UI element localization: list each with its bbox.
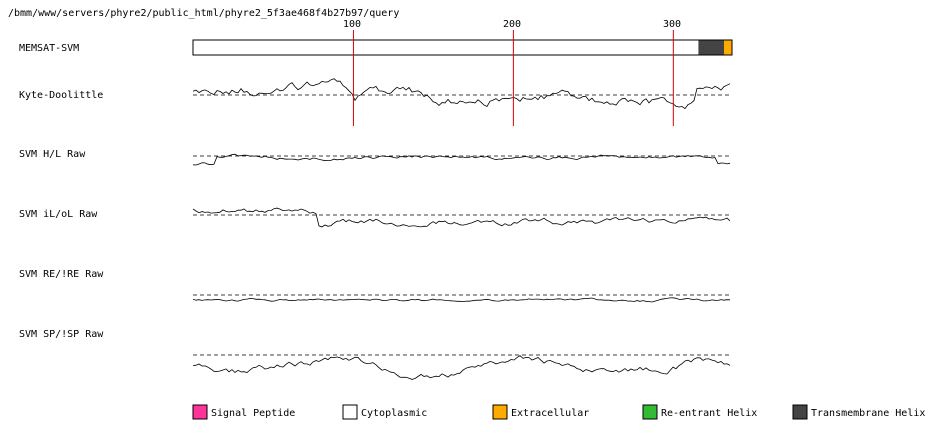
legend-swatch-re-entrant-helix <box>642 404 658 420</box>
legend-label-re-entrant-helix: Re-entrant Helix <box>661 408 757 419</box>
svm-sp-trace <box>192 355 731 380</box>
ruler-tick-label: 200 <box>503 19 521 30</box>
legend-label-signal-peptide: Signal Peptide <box>211 408 295 419</box>
svm-il-ol-trace <box>192 207 731 228</box>
track-label-svm-hl: SVM H/L Raw <box>19 149 86 160</box>
track-label-svm-re: SVM RE/!RE Raw <box>19 269 104 280</box>
ruler-tick-label: 300 <box>663 19 681 30</box>
memsat-segment <box>724 40 732 55</box>
svm-hl-trace <box>192 153 731 166</box>
track-label-svm-sp: SVM SP/!SP Raw <box>19 329 104 340</box>
profile-traces <box>192 78 732 380</box>
track-label-kyte-doolittle: Kyte-Doolittle <box>19 90 103 101</box>
legend-swatch-signal-peptide <box>192 404 208 420</box>
legend-swatch-cytoplasmic <box>342 404 358 420</box>
kyte-doolittle-trace <box>192 78 731 110</box>
memsat-topology-bar <box>192 39 733 56</box>
legend-label-transmembrane-helix: Transmembrane Helix <box>811 408 925 419</box>
memsat-bar-outline <box>192 39 733 56</box>
legend-swatch-extracellular <box>492 404 508 420</box>
legend-swatch-transmembrane-helix <box>792 404 808 420</box>
ruler-lines <box>352 30 674 126</box>
memsat-segment <box>698 40 726 55</box>
legend-label-cytoplasmic: Cytoplasmic <box>361 408 427 419</box>
svm-re-trace <box>192 297 731 303</box>
track-label-memsat: MEMSAT-SVM <box>19 43 79 54</box>
track-label-svm-iloL: SVM iL/oL Raw <box>19 209 98 220</box>
header-path: /bmm/www/servers/phyre2/public_html/phyr… <box>8 8 399 19</box>
legend-label-extracellular: Extracellular <box>511 408 589 419</box>
ruler-tick-label: 100 <box>343 19 361 30</box>
memsat-segment <box>193 40 701 55</box>
legend: Signal Peptide Cytoplasmic Extracellular… <box>192 404 925 420</box>
